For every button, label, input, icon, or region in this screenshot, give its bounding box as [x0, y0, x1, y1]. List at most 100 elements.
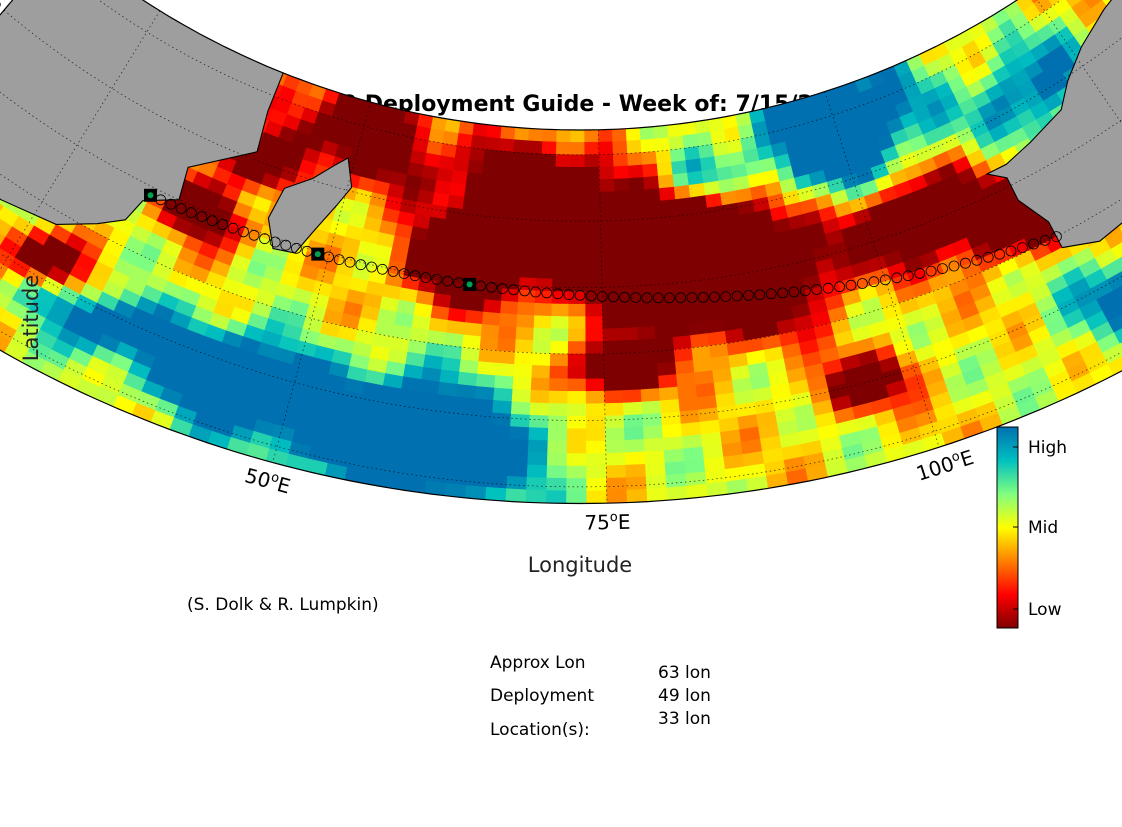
track-point — [982, 251, 994, 263]
track-point — [376, 263, 388, 275]
track-point — [731, 290, 743, 302]
track-point — [608, 291, 619, 303]
track-point — [822, 282, 834, 294]
track-point — [269, 236, 281, 248]
track-point — [743, 289, 754, 301]
track-point — [799, 285, 811, 297]
track-point — [765, 288, 777, 300]
x-axis-label: Longitude — [528, 553, 632, 577]
track-point — [387, 266, 399, 277]
deployment-markers — [144, 188, 477, 291]
land-masses — [0, 0, 1122, 254]
track-point — [175, 203, 187, 214]
track-point — [675, 292, 687, 304]
ship-track — [145, 189, 1062, 304]
track-point — [868, 276, 880, 288]
deployment-marker-dot — [466, 281, 473, 288]
track-point — [398, 268, 410, 280]
track-point — [333, 254, 345, 266]
track-point — [925, 265, 937, 277]
map-area — [0, 0, 1122, 505]
track-point — [280, 239, 292, 251]
track-point — [431, 273, 443, 285]
track-point — [630, 292, 642, 304]
track-point — [574, 289, 586, 301]
track-point — [409, 270, 421, 282]
track-point — [937, 263, 948, 275]
deployment-marker-dot — [314, 251, 321, 258]
track-point — [238, 226, 249, 238]
credit-text: (S. Dolk & R. Lumpkin) — [187, 595, 379, 615]
track-point — [290, 242, 302, 254]
track-point — [948, 260, 960, 272]
track-point — [1028, 238, 1040, 250]
lon-tick-label: 50oE — [242, 463, 293, 498]
track-point — [902, 270, 914, 282]
deployment-value-1: 63 lon — [658, 663, 711, 683]
land-madagascar — [267, 157, 353, 254]
track-point — [641, 292, 653, 304]
colorbar-label-low: Low — [1028, 600, 1062, 620]
deployment-marker-dot — [147, 192, 154, 199]
track-point — [1039, 234, 1051, 246]
track-point — [227, 222, 239, 234]
track-point — [879, 274, 891, 286]
track-point — [697, 291, 709, 303]
y-axis-label: Latitude — [19, 275, 43, 361]
track-point — [857, 278, 868, 289]
track-point — [652, 292, 664, 304]
track-point — [811, 284, 823, 295]
map-border — [0, 0, 1122, 505]
track-point — [420, 272, 432, 284]
deployment-value-3: 33 lon — [658, 709, 711, 729]
track-point — [1017, 242, 1028, 254]
track-point — [355, 259, 367, 271]
track-point — [619, 291, 630, 303]
track-point — [777, 287, 788, 299]
track-point — [754, 289, 766, 301]
track-point — [596, 291, 608, 302]
track-point — [508, 284, 519, 296]
track-point — [442, 275, 454, 287]
track-point — [259, 233, 271, 245]
track-point — [563, 289, 575, 301]
track-point — [486, 281, 497, 293]
land-africa — [0, 0, 284, 225]
lon-tick-label: 75oE — [584, 510, 631, 535]
track-point — [206, 215, 218, 227]
longitude-tick-labels: 25oE50oE75oE100oE125oE — [242, 445, 976, 535]
deployment-label-line-3: Location(s): — [490, 720, 590, 740]
track-point — [720, 291, 732, 303]
track-point — [519, 285, 530, 297]
deployment-info: Approx Lon Deployment Location(s): 63 lo… — [490, 653, 711, 740]
track-point — [217, 219, 229, 230]
track-point — [366, 261, 378, 273]
track-point — [891, 272, 903, 284]
land-australia — [985, 0, 1122, 249]
track-point — [834, 281, 845, 293]
track-point — [994, 248, 1005, 260]
track-point — [1051, 231, 1062, 243]
track-point — [541, 287, 553, 299]
track-point — [914, 267, 926, 279]
deployment-label-line-1: Approx Lon — [490, 653, 586, 673]
track-point — [664, 292, 675, 304]
track-point — [1005, 245, 1017, 257]
colorbar: High Mid Low — [996, 426, 1067, 629]
track-point — [552, 288, 564, 300]
colorbar-label-high: High — [1028, 438, 1067, 458]
track-point — [165, 198, 177, 210]
track-point — [845, 279, 857, 291]
track-point — [344, 256, 356, 268]
track-point — [788, 286, 800, 298]
track-point — [185, 207, 197, 219]
track-point — [196, 211, 208, 223]
track-point — [530, 286, 541, 298]
track-point — [248, 229, 260, 241]
track-point — [686, 292, 698, 304]
track-point — [971, 254, 983, 266]
track-point — [960, 257, 971, 269]
track-point — [709, 291, 720, 303]
deployment-label-line-2: Deployment — [490, 686, 594, 706]
